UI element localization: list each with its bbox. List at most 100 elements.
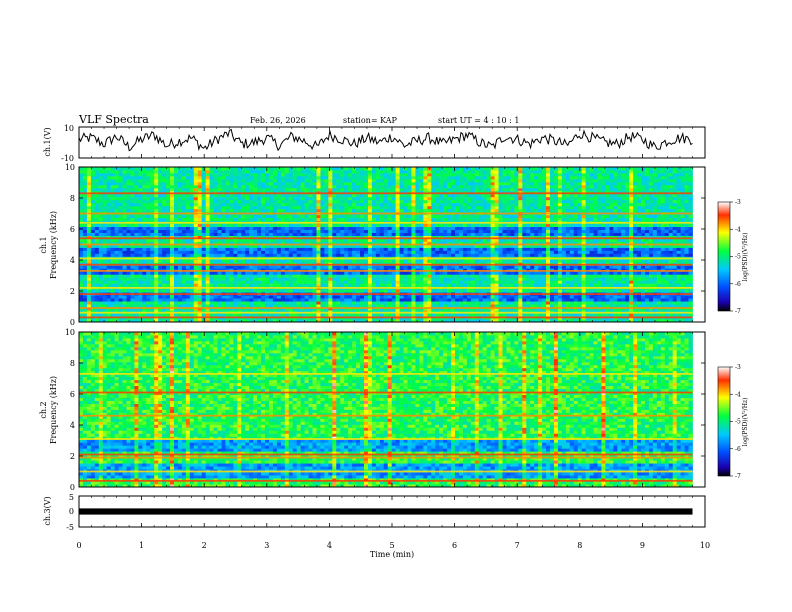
spectrogram-cell [368,283,372,286]
spectrogram-cell [340,247,344,250]
spectrogram-cell [372,277,376,280]
spectrogram-cell [186,295,190,298]
spectrogram-cell [427,250,431,253]
spectrogram-cell [546,298,550,301]
spectrogram-cell [103,265,107,268]
spectrogram-cell [150,247,154,250]
spectrogram-cell [158,304,162,307]
spectrogram-cell [408,253,412,256]
spectrogram-cell [689,253,693,256]
spectrogram-cell [119,253,123,256]
spectrogram-cell [285,301,289,304]
spectrogram-cell [503,304,507,307]
spectrogram-cell [645,271,649,274]
spectrogram-cell [415,304,419,307]
spectrogram-cell [198,250,202,253]
spectrogram-cell [380,301,384,304]
spectrogram-cell [158,253,162,256]
spectrogram-cell [87,259,91,262]
spectrogram-cell [174,301,178,304]
spectrogram-cell [253,301,257,304]
spectrogram-cell [340,304,344,307]
spectrogram-cell [574,274,578,277]
spectrogram-cell [186,259,190,262]
spectrogram-cell [526,283,530,286]
spectrogram-cell [522,298,526,301]
spectrogram-cell [182,265,186,268]
spectrogram-cell [657,259,661,262]
spectrogram-cell [447,277,451,280]
spectrogram-cell [214,280,218,283]
spectrogram-cell [483,304,487,307]
spectrogram-cell [111,253,115,256]
spectrogram-cell [91,298,95,301]
spectrogram-cell [380,298,384,301]
spectrogram-cell [685,253,689,256]
spectrogram-cell [221,304,225,307]
spectrogram-cell [657,295,661,298]
spectrogram-cell [629,274,633,277]
spectrogram-cell [320,280,324,283]
spectrogram-cell [423,301,427,304]
spectrogram-cell [229,265,233,268]
spectrogram-cell [570,301,574,304]
spectrogram-cell [356,259,360,262]
spectrogram-cell [380,283,384,286]
spectrogram-cell [673,304,677,307]
spectrogram-cell [574,301,578,304]
spectrogram-cell [685,301,689,304]
spectrogram-cell [170,253,174,256]
spectrogram-cell [348,280,352,283]
spectrogram-cell [518,283,522,286]
spectrogram-cell [423,289,427,292]
spectrogram-cell [79,265,83,268]
spectrogram-cell [439,271,443,274]
spectrogram-cell [629,289,633,292]
spectrogram-cell [210,247,214,250]
spectrogram-cell [111,295,115,298]
spectrogram-cell [241,250,245,253]
spectrogram-cell [578,295,582,298]
spectrogram-cell [590,265,594,268]
spectrogram-cell [356,271,360,274]
spectrogram-cell [388,274,392,277]
spectrogram-cell [408,259,412,262]
spectrogram-cell [597,250,601,253]
spectrogram-cell [586,247,590,250]
spectrogram-cell [400,280,404,283]
spectrogram-cell [293,259,297,262]
spectrogram-cell [154,298,158,301]
spectrogram-cell [190,247,194,250]
spectrogram-cell [154,295,158,298]
spectrogram-cell [320,274,324,277]
spectrogram-cell [625,274,629,277]
spectrogram-cell [396,265,400,268]
spectrogram-cell [586,280,590,283]
spectrogram-cell [653,253,657,256]
spectrogram-cell [154,259,158,262]
spectrogram-cell [91,289,95,292]
spectrogram-cell [550,298,554,301]
spectrogram-cell [87,247,91,250]
spectrogram-cell [566,274,570,277]
spectrogram-cell [530,277,534,280]
spectrogram-cell [107,283,111,286]
spectrogram-cell [277,277,281,280]
spectrogram-cell [645,250,649,253]
spectrogram-cell [372,250,376,253]
spectrogram-cell [352,298,356,301]
spectrogram-cell [364,271,368,274]
spectrogram-cell [514,274,518,277]
spectrogram-cell [617,250,621,253]
spectrogram-cell [657,298,661,301]
spectrogram-cell [202,274,206,277]
spectrogram-cell [186,280,190,283]
spectrogram-cell [463,304,467,307]
spectrogram-cell [455,289,459,292]
spectrogram-cell [463,253,467,256]
spectrogram-cell [229,277,233,280]
spectrogram-cell [510,304,514,307]
spectrogram-cell [685,280,689,283]
spectrogram-cell [479,283,483,286]
spectrogram-cell [368,280,372,283]
